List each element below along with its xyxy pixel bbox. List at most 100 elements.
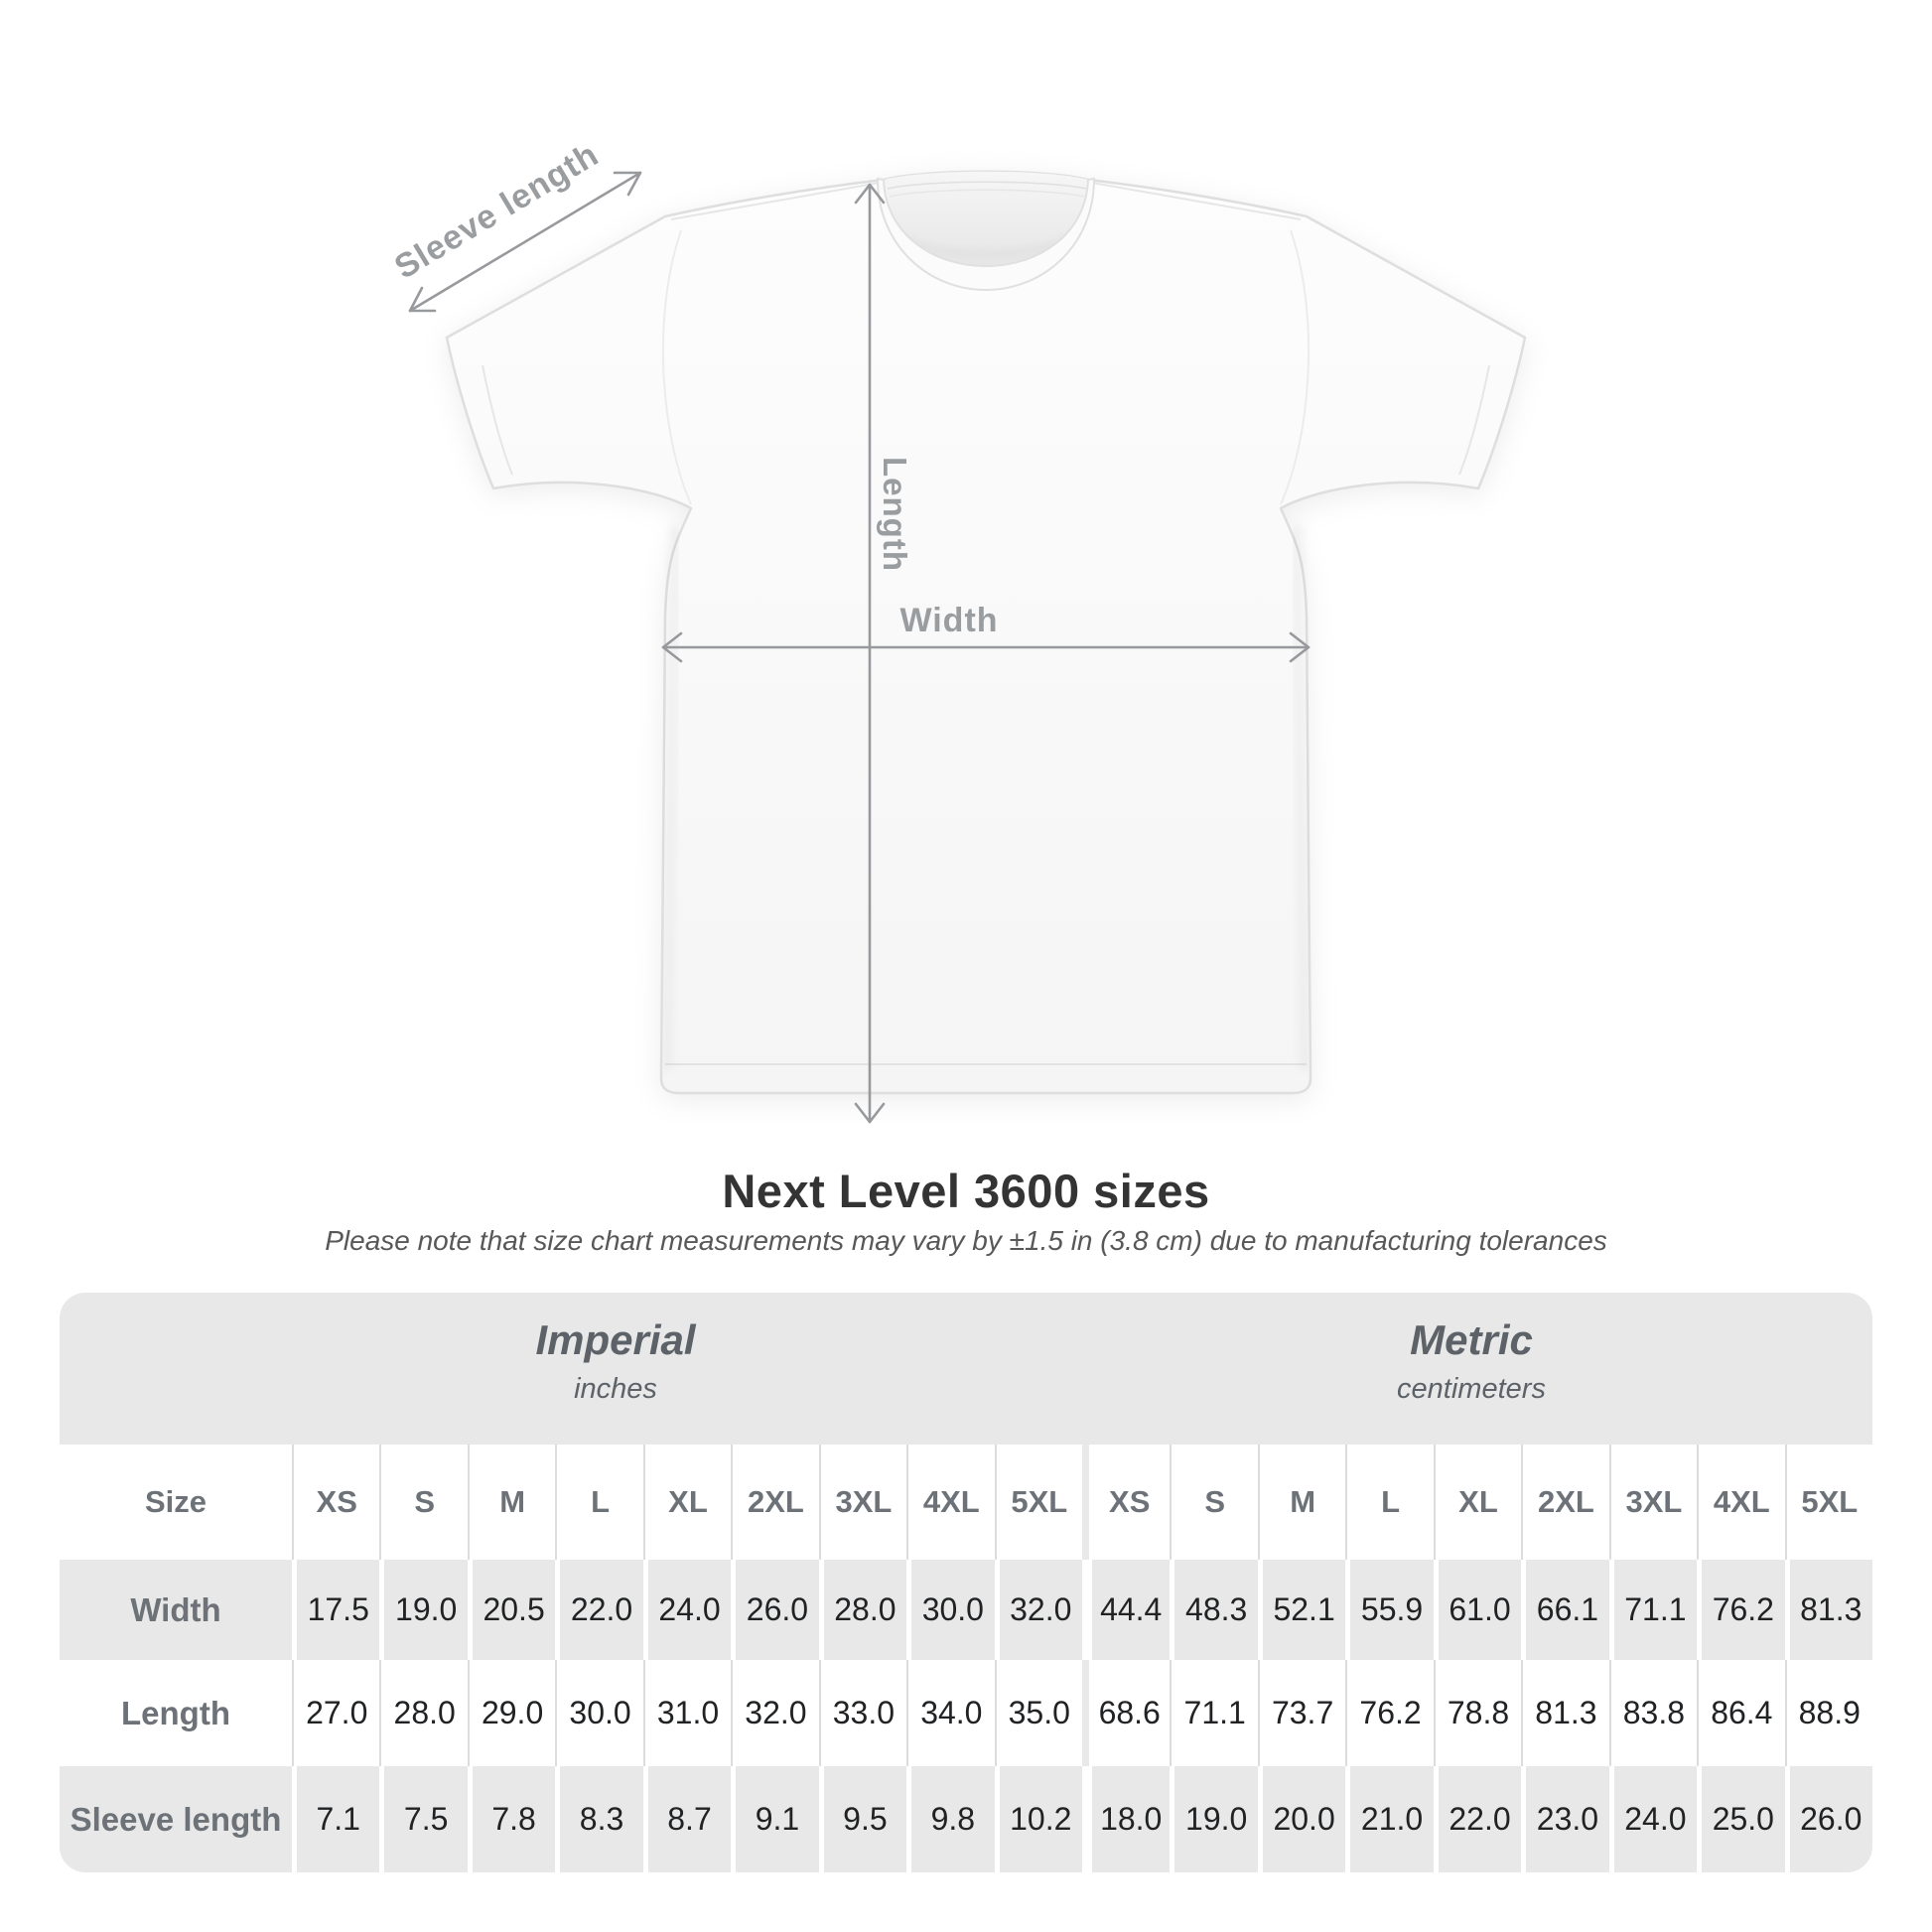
metric-title: Metric [1410, 1316, 1533, 1363]
size-value: 26.0 [1784, 1766, 1872, 1872]
table-row: Size XS S M L XL 2XL 3XL 4XL 5XL XS S M L XL 2XL 3XL 4XL 5… [60, 1445, 1872, 1560]
size-value: 18.0 [1081, 1766, 1171, 1872]
size-col-header: 2XL [731, 1445, 819, 1560]
size-col-header: L [1345, 1445, 1434, 1560]
table-rows: Size XS S M L XL 2XL 3XL 4XL 5XL XS S M L XL 2XL 3XL 4XL 5… [60, 1445, 1872, 1872]
size-value: 17.5 [292, 1560, 380, 1660]
cuff-stitch-left [482, 364, 513, 476]
size-value: 66.1 [1521, 1560, 1609, 1660]
table-row: Width 17.5 19.0 20.5 22.0 24.0 26.0 28.0 30.0 32.… [60, 1560, 1872, 1660]
size-value: 61.0 [1433, 1560, 1522, 1660]
size-value: 8.7 [642, 1766, 732, 1872]
size-value: 48.3 [1170, 1560, 1258, 1660]
size-value: 24.0 [642, 1560, 732, 1660]
size-chart-table: Imperial inches Metric centimeters Size X… [60, 1293, 1872, 1872]
size-col-header: S [379, 1445, 468, 1560]
tshirt-seams [482, 182, 1490, 1070]
size-col-header: XL [1433, 1445, 1522, 1560]
size-value: 31.0 [642, 1660, 732, 1766]
page-title: Next Level 3600 sizes [722, 1165, 1210, 1217]
size-value: 68.6 [1081, 1660, 1171, 1766]
size-value: 32.0 [994, 1560, 1082, 1660]
size-value: 34.0 [906, 1660, 995, 1766]
metric-header: Metric centimeters [1397, 1316, 1546, 1406]
size-value: 71.1 [1170, 1660, 1258, 1766]
size-col-header: XS [292, 1445, 380, 1560]
width-label: Width [899, 602, 998, 639]
size-value: 83.8 [1608, 1660, 1698, 1766]
size-value: 23.0 [1521, 1766, 1609, 1872]
tshirt-measurement-diagram: Sleeve length Length Width [388, 135, 1527, 1124]
table-row: Length 27.0 28.0 29.0 30.0 31.0 32.0 33.0 34.0 35… [60, 1660, 1872, 1766]
size-value: 78.8 [1433, 1660, 1522, 1766]
sleeve-length-label: Sleeve length [388, 135, 606, 286]
size-value: 9.5 [818, 1766, 907, 1872]
size-value: 26.0 [731, 1560, 819, 1660]
size-value: 24.0 [1608, 1766, 1698, 1872]
size-value: 81.3 [1521, 1660, 1609, 1766]
length-arrow [854, 183, 886, 1124]
size-value: 30.0 [555, 1660, 643, 1766]
size-value: 20.5 [467, 1560, 556, 1660]
size-col-header: S [1170, 1445, 1258, 1560]
size-value: 71.1 [1608, 1560, 1698, 1660]
size-value: 25.0 [1697, 1766, 1785, 1872]
width-arrow [661, 631, 1311, 663]
length-label: Length [877, 457, 913, 572]
size-col-header: 3XL [818, 1445, 907, 1560]
size-col-header: 4XL [1697, 1445, 1785, 1560]
armhole-seam-left [661, 229, 692, 505]
size-col-header: 5XL [994, 1445, 1082, 1560]
measurement-annotations [408, 171, 1311, 1124]
size-value: 28.0 [818, 1560, 907, 1660]
size-value: 8.3 [555, 1766, 643, 1872]
collar-band [876, 177, 1096, 292]
size-value: 22.0 [555, 1560, 643, 1660]
size-value: 81.3 [1784, 1560, 1872, 1660]
size-value: 73.7 [1257, 1660, 1346, 1766]
size-col-header: 2XL [1521, 1445, 1609, 1560]
page-subtitle: Please note that size chart measurements… [325, 1225, 1607, 1256]
shoulder-seam-left [670, 182, 881, 220]
size-value: 55.9 [1345, 1560, 1434, 1660]
size-value: 86.4 [1697, 1660, 1785, 1766]
tshirt-body [445, 170, 1527, 1095]
armhole-seam-right [1280, 229, 1311, 505]
size-value: 9.1 [731, 1766, 819, 1872]
row-label: Width [60, 1560, 292, 1660]
size-col-header: XS [1081, 1445, 1171, 1560]
size-col-header: L [555, 1445, 643, 1560]
imperial-header: Imperial inches [535, 1316, 695, 1406]
row-label: Sleeve length [60, 1766, 292, 1872]
size-value: 27.0 [292, 1660, 380, 1766]
size-value: 7.1 [292, 1766, 380, 1872]
unit-header-band: Imperial inches Metric centimeters [60, 1293, 1872, 1445]
size-value: 7.8 [467, 1766, 556, 1872]
size-value: 20.0 [1257, 1766, 1346, 1872]
side-shade-left [667, 526, 675, 1070]
size-value: 28.0 [379, 1660, 468, 1766]
metric-unit: centimeters [1397, 1373, 1546, 1405]
row-label: Size [60, 1445, 292, 1560]
size-value: 21.0 [1345, 1766, 1434, 1872]
size-value: 88.9 [1784, 1660, 1872, 1766]
back-collar-stitch-1 [887, 181, 1087, 190]
cuff-stitch-right [1458, 364, 1490, 476]
shoulder-seam-right [1091, 182, 1302, 220]
size-value: 10.2 [994, 1766, 1082, 1872]
size-value: 7.5 [379, 1766, 468, 1872]
imperial-unit: inches [574, 1373, 657, 1405]
table-row: Sleeve length 7.1 7.5 7.8 8.3 8.7 9.1 9.5 9.8 10.… [60, 1766, 1872, 1872]
size-value: 9.8 [906, 1766, 995, 1872]
size-value: 19.0 [379, 1560, 468, 1660]
size-col-header: M [1257, 1445, 1346, 1560]
size-value: 33.0 [818, 1660, 907, 1766]
collar-opening [884, 171, 1088, 266]
sleeve-length-arrow [408, 171, 642, 313]
size-value: 76.2 [1345, 1660, 1434, 1766]
size-value: 19.0 [1170, 1766, 1258, 1872]
size-value: 52.1 [1257, 1560, 1346, 1660]
imperial-title: Imperial [535, 1316, 696, 1363]
size-value: 32.0 [731, 1660, 819, 1766]
